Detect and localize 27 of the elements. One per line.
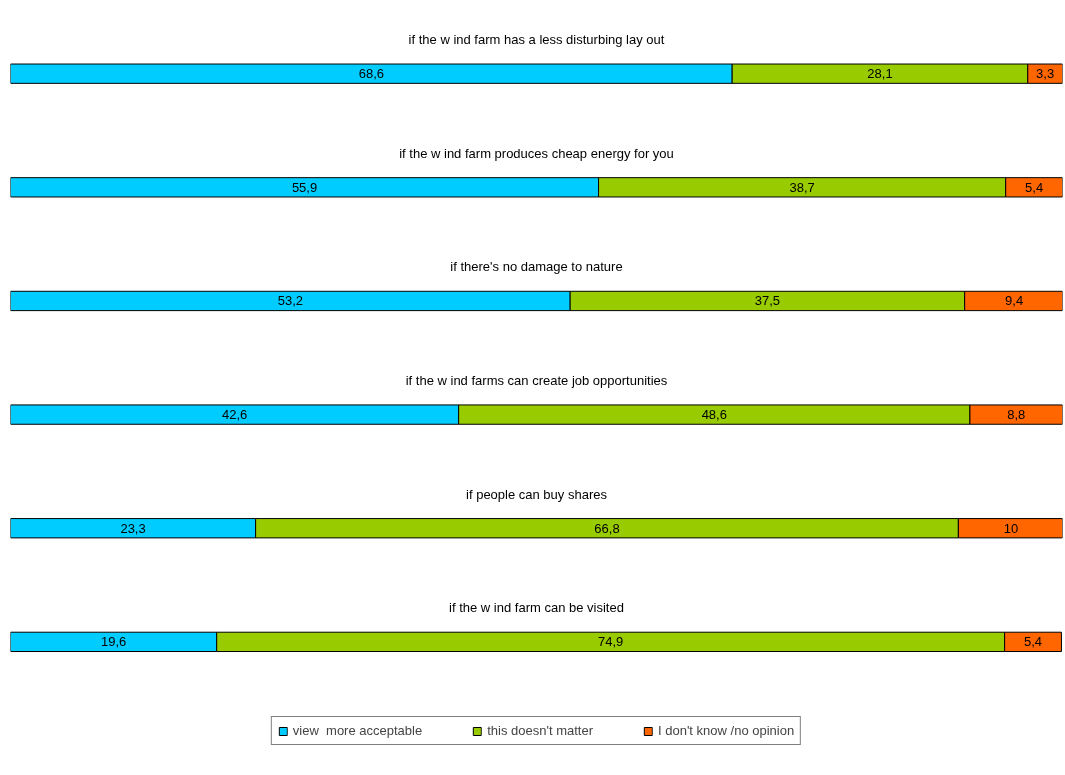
data-label: 23,3: [120, 520, 146, 536]
data-label: 10: [1003, 520, 1019, 536]
data-label: 55,9: [291, 179, 318, 195]
y-tick-label: if there's no damage to nature: [450, 259, 623, 275]
y-tick-label: if people can buy shares: [466, 486, 608, 502]
data-label: 37,5: [754, 293, 781, 309]
data-label: 68,6: [358, 66, 384, 82]
data-label: 8,8: [1007, 407, 1026, 423]
legend-label: this doesn't matter: [487, 723, 593, 738]
data-label: 28,1: [867, 66, 893, 82]
data-label: 38,7: [789, 179, 815, 195]
y-tick-label: if the w ind farm produces cheap energy for you: [399, 145, 674, 161]
data-label: 42,6: [221, 407, 248, 423]
data-label: 74,9: [598, 634, 624, 650]
data-label: 66,8: [594, 520, 620, 536]
data-label: 3,3: [1036, 66, 1055, 82]
data-label: 19,6: [100, 634, 127, 650]
data-label: 5,4: [1024, 634, 1043, 650]
legend-label: view more acceptable: [292, 723, 423, 738]
data-label: 9,4: [1005, 293, 1024, 309]
y-tick-label: if the w ind farm can be visited: [449, 600, 624, 616]
y-tick-label: if the w ind farm has a less disturbing lay out: [408, 32, 665, 48]
data-label: 5,4: [1025, 179, 1044, 195]
legend-label: I don't know /no opinion: [657, 723, 795, 738]
data-label: 48,6: [701, 407, 727, 423]
data-label: 53,2: [277, 293, 303, 309]
y-tick-label: if the w ind farms can create job opportunities: [405, 373, 668, 388]
